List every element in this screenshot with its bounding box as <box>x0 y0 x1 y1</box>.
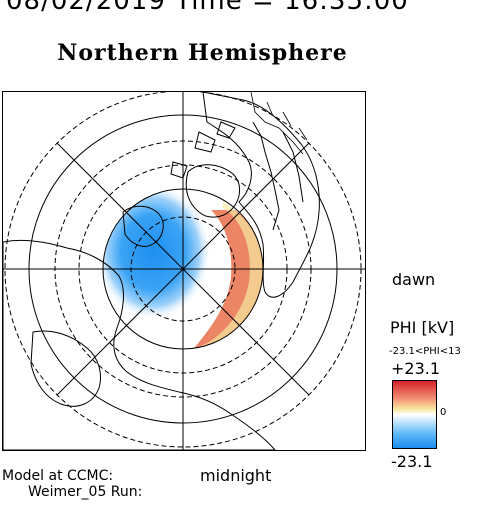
coastline-greenland <box>185 164 240 218</box>
coastline-scandinavia <box>122 205 164 247</box>
coastline-alaska <box>252 121 304 231</box>
colorbar-gradient <box>393 381 436 448</box>
colorbar-max-label: +23.1 <box>391 359 441 378</box>
colorbar-min-label: -23.1 <box>391 452 433 471</box>
coastline-asia-north <box>30 330 101 407</box>
midnight-label: midnight <box>200 466 272 485</box>
hemisphere-title: Northern Hemisphere <box>57 40 348 66</box>
polar-map <box>2 91 366 451</box>
colorbar-quantity-label: PHI [kV] <box>390 318 455 337</box>
potential-field <box>103 189 263 349</box>
model-info: Model at CCMC: Weimer_05 Run: <box>2 468 142 500</box>
model-info-line-1: Model at CCMC: <box>2 468 114 484</box>
dawn-label: dawn <box>392 270 436 289</box>
colorbar-zero-label: 0 <box>440 407 447 418</box>
meridian-diag-2 <box>56 142 310 396</box>
meridian-lines <box>3 92 365 450</box>
coastlines <box>3 92 320 450</box>
model-info-line-2: Weimer_05 Run: <box>28 484 143 500</box>
colorbar <box>392 380 437 449</box>
polar-map-svg <box>3 92 365 450</box>
coastline-eurasia <box>3 239 276 450</box>
coastline-north-america <box>202 92 320 298</box>
coastline-canadian-islands <box>170 121 236 179</box>
political-boundaries <box>250 92 308 155</box>
colorbar-range-text: -23.1<PHI<13 <box>389 346 461 357</box>
date-time-line: 08/02/2019 Time = 16:35:00 <box>6 0 409 16</box>
